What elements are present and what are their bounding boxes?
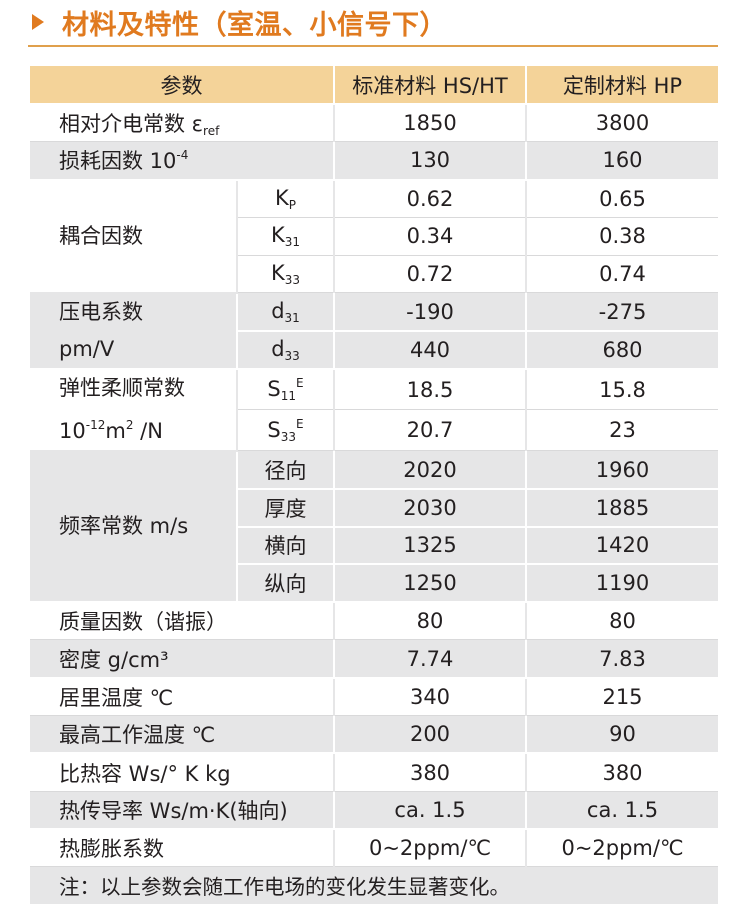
table-row: 压电系数 pm/V d31 -190 -275 — [30, 292, 718, 370]
table-row: 最高工作温度 ℃ 200 90 — [30, 715, 718, 755]
cell-std: 200 — [333, 715, 526, 755]
table-row: 损耗因数 10-4 130 160 — [30, 141, 718, 181]
table-row: 厚度 2030 1885 — [30, 488, 718, 528]
sub-label-s33: S33E — [236, 409, 334, 452]
sub-label-thickness: 厚度 — [236, 488, 334, 528]
cell-std: 20.7 — [333, 409, 526, 452]
sub-label-transverse: 横向 — [236, 526, 334, 566]
table-row: 比热容 Ws/° K kg 380 380 — [30, 753, 718, 792]
table-row: 横向 1325 1420 — [30, 526, 718, 566]
cell-custom: 1885 — [525, 488, 718, 528]
row-label-frequency: 频率常数 m/s — [30, 450, 237, 604]
cell-custom: 80 — [525, 602, 718, 641]
header-standard-material: 标准材料 HS/HT — [333, 66, 526, 105]
cell-custom: ca. 1.5 — [525, 791, 718, 830]
row-label-curie-temp: 居里温度 ℃ — [30, 677, 334, 717]
table-note-row: 注：以上参数会随工作电场的变化发生显著变化。 — [30, 866, 718, 906]
row-label-specific-heat: 比热容 Ws/° K kg — [30, 753, 334, 792]
material-properties-table: 参数 标准材料 HS/HT 定制材料 HP 相对介电常数 εref 1850 3… — [30, 66, 718, 906]
cell-std: 2030 — [333, 488, 526, 528]
table-row: 热膨胀系数 0~2ppm/℃ 0~2ppm/℃ — [30, 828, 718, 868]
cell-custom: 0~2ppm/℃ — [525, 828, 718, 868]
cell-custom: 0.65 — [525, 179, 718, 218]
sub-label-d31: d31 — [236, 292, 334, 332]
table-row: 纵向 1250 1190 — [30, 564, 718, 604]
cell-std: 1250 — [333, 564, 526, 604]
cell-custom: 380 — [525, 753, 718, 792]
cell-custom: 3800 — [525, 104, 718, 143]
cell-std: 2020 — [333, 450, 526, 490]
section-header: 材料及特性（室温、小信号下） — [28, 0, 718, 47]
cell-custom: 0.74 — [525, 255, 718, 294]
cell-custom: 215 — [525, 677, 718, 717]
cell-custom: 1960 — [525, 450, 718, 490]
cell-std: 1325 — [333, 526, 526, 566]
cell-std: 80 — [333, 602, 526, 641]
cell-std: -190 — [333, 292, 526, 332]
table-row: 弹性柔顺常数 10-12m2 /N S11E 18.5 15.8 — [30, 368, 718, 452]
sub-label-k31: K31 — [236, 217, 334, 256]
header-param: 参数 — [30, 66, 334, 105]
sub-label-s11: S11E — [236, 368, 334, 411]
row-label-piezo: 压电系数 pm/V — [30, 292, 237, 370]
table-row: K33 0.72 0.74 — [30, 255, 718, 294]
sub-label-longitudinal: 纵向 — [236, 564, 334, 604]
cell-std: 0~2ppm/℃ — [333, 828, 526, 868]
cell-custom: 680 — [525, 330, 718, 370]
cell-std: 0.62 — [333, 179, 526, 218]
row-label-density: 密度 g/cm³ — [30, 639, 334, 679]
table-row: 密度 g/cm³ 7.74 7.83 — [30, 639, 718, 679]
row-label-max-temp: 最高工作温度 ℃ — [30, 715, 334, 755]
cell-std: 380 — [333, 753, 526, 792]
triangle-bullet-icon — [32, 14, 44, 30]
table-note: 注：以上参数会随工作电场的变化发生显著变化。 — [30, 866, 718, 906]
sub-label-k33: K33 — [236, 255, 334, 294]
row-label-elastic: 弹性柔顺常数 10-12m2 /N — [30, 368, 237, 452]
table-row: K31 0.34 0.38 — [30, 217, 718, 256]
sub-label-d33: d33 — [236, 330, 334, 370]
sub-label-radial: 径向 — [236, 450, 334, 490]
table-row: 相对介电常数 εref 1850 3800 — [30, 104, 718, 143]
cell-std: 130 — [333, 141, 526, 181]
row-label-coupling: 耦合因数 — [30, 179, 237, 294]
cell-custom: 1190 — [525, 564, 718, 604]
table-row: S33E 20.7 23 — [30, 409, 718, 452]
table-row: 频率常数 m/s 径向 2020 1960 — [30, 450, 718, 604]
cell-std: 18.5 — [333, 368, 526, 411]
sub-label-kp: KP — [236, 179, 334, 218]
cell-std: 0.72 — [333, 255, 526, 294]
cell-custom: 0.38 — [525, 217, 718, 256]
cell-custom: 90 — [525, 715, 718, 755]
table-row: 质量因数（谐振） 80 80 — [30, 602, 718, 641]
cell-std: 440 — [333, 330, 526, 370]
cell-custom: 1420 — [525, 526, 718, 566]
header-custom-material: 定制材料 HP — [525, 66, 718, 105]
table-row: 热传导率 Ws/m·K(轴向) ca. 1.5 ca. 1.5 — [30, 791, 718, 830]
cell-custom: 7.83 — [525, 639, 718, 679]
table-row: 居里温度 ℃ 340 215 — [30, 677, 718, 717]
row-label-loss-factor: 损耗因数 10-4 — [30, 141, 334, 181]
row-label-thermal-conductivity: 热传导率 Ws/m·K(轴向) — [30, 791, 334, 830]
cell-std: ca. 1.5 — [333, 791, 526, 830]
cell-custom: 160 — [525, 141, 718, 181]
table-row: 耦合因数 KP 0.62 0.65 — [30, 179, 718, 294]
row-label-quality-factor: 质量因数（谐振） — [30, 602, 334, 641]
row-label-permittivity: 相对介电常数 εref — [30, 104, 334, 143]
cell-std: 1850 — [333, 104, 526, 143]
cell-std: 7.74 — [333, 639, 526, 679]
table-header-row: 参数 标准材料 HS/HT 定制材料 HP — [30, 66, 718, 105]
cell-custom: -275 — [525, 292, 718, 332]
row-label-thermal-expansion: 热膨胀系数 — [30, 828, 334, 868]
cell-std: 340 — [333, 677, 526, 717]
cell-custom: 15.8 — [525, 368, 718, 411]
section-title: 材料及特性（室温、小信号下） — [62, 10, 447, 41]
cell-custom: 23 — [525, 409, 718, 452]
cell-std: 0.34 — [333, 217, 526, 256]
table-row: d33 440 680 — [30, 330, 718, 370]
